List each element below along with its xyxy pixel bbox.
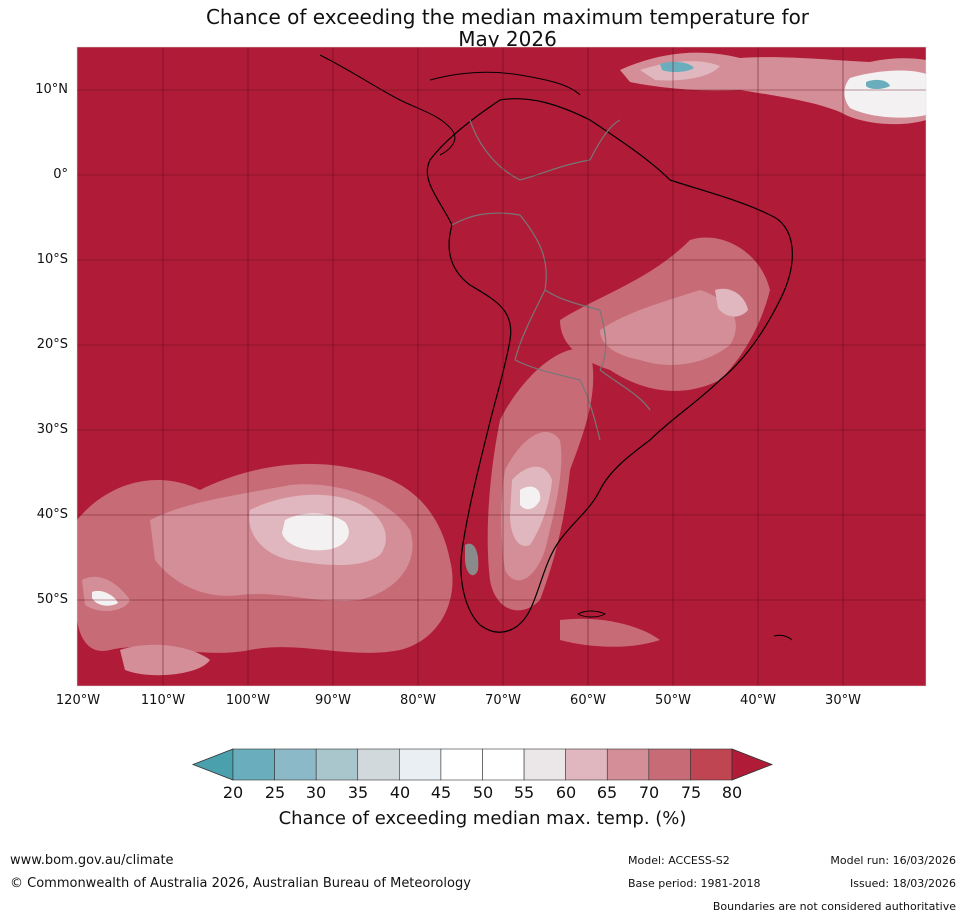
anomaly-region-atlantic-blue-1 xyxy=(660,61,694,73)
lat-label-0: 0° xyxy=(53,167,68,182)
colorbar-segment xyxy=(315,748,359,781)
anomaly-region-pacific-southeast xyxy=(560,618,660,647)
anomaly-region-pacific-west-white xyxy=(92,590,118,606)
footer-issued: Issued: 18/03/2026 xyxy=(849,877,956,890)
lat-label-20s: 20°S xyxy=(36,337,68,352)
lon-label-100w: 100°W xyxy=(225,693,271,708)
colorbar-tick-60: 60 xyxy=(555,783,577,802)
colorbar-segment xyxy=(648,748,691,781)
anomaly-region-pacific-white xyxy=(282,513,349,551)
lat-label-50s: 50°S xyxy=(36,592,68,607)
graticule xyxy=(77,47,926,686)
map-title-line1: Chance of exceeding the median maximum t… xyxy=(205,5,810,29)
lat-label-30s: 30°S xyxy=(36,422,68,437)
anomaly-region-brazil-pale xyxy=(715,288,748,317)
colorbar-tick-70: 70 xyxy=(638,783,660,802)
lon-label-30w: 30°W xyxy=(825,693,861,708)
lon-label-90w: 90°W xyxy=(315,693,351,708)
colorbar-tick-20: 20 xyxy=(222,783,244,802)
colorbar-extend-high xyxy=(731,748,774,781)
footer-model: Model: ACCESS-S2 xyxy=(628,854,730,867)
anomaly-region-brazil-inner xyxy=(600,290,736,365)
footer-disclaimer: Boundaries are not considered authoritat… xyxy=(712,900,956,913)
anomaly-region-atlantic-north-white xyxy=(844,70,926,118)
country-boundaries xyxy=(451,119,651,441)
lat-label-40s: 40°S xyxy=(36,507,68,522)
colorbar-tick-65: 65 xyxy=(596,783,618,802)
colorbar-segment xyxy=(523,748,566,781)
lon-label-110w: 110°W xyxy=(140,693,186,708)
footer-website: www.bom.gov.au/climate xyxy=(10,853,174,868)
colorbar-tick-30: 30 xyxy=(305,783,327,802)
lon-label-60w: 60°W xyxy=(570,693,606,708)
anomaly-region-argentina-white xyxy=(520,486,541,510)
lon-label-70w: 70°W xyxy=(485,693,521,708)
lon-label-40w: 40°W xyxy=(740,693,776,708)
lon-label-120w: 120°W xyxy=(55,693,101,708)
lat-label-10n: 10°N xyxy=(35,82,68,97)
anomaly-region-pacific-southwest xyxy=(120,644,210,676)
south-georgia xyxy=(773,634,793,641)
lon-label-80w: 80°W xyxy=(400,693,436,708)
anomaly-region-atlantic-blue-2 xyxy=(866,79,890,89)
lat-label-10s: 10°S xyxy=(36,252,68,267)
colorbar-tick-50: 50 xyxy=(472,783,494,802)
anomaly-region-grey-patch xyxy=(465,543,479,576)
colorbar-segment xyxy=(606,748,650,781)
falkland-islands xyxy=(576,610,607,618)
colorbar-segment xyxy=(440,748,483,781)
colorbar-tick-40: 40 xyxy=(389,783,411,802)
colorbar-segment xyxy=(690,748,733,781)
footer-model-run: Model run: 16/03/2026 xyxy=(830,854,956,867)
colorbar-label: Chance of exceeding median max. temp. (%… xyxy=(278,808,687,829)
colorbar-segment xyxy=(565,748,608,781)
map-frame xyxy=(76,46,927,687)
footer-copyright: © Commonwealth of Australia 2026, Austra… xyxy=(10,876,471,891)
colorbar-segment xyxy=(232,748,275,781)
colorbar-tick-25: 25 xyxy=(264,783,286,802)
colorbar-tick-75: 75 xyxy=(680,783,702,802)
colorbar-tick-55: 55 xyxy=(513,783,535,802)
caribbean-coastline xyxy=(429,71,581,96)
colorbar-segment xyxy=(482,748,525,781)
colorbar-tick-45: 45 xyxy=(430,783,452,802)
colorbar-segment xyxy=(357,748,400,781)
colorbar-tick-80: 80 xyxy=(721,783,743,802)
colorbar-extend-low xyxy=(191,748,234,781)
footer-base-period: Base period: 1981-2018 xyxy=(628,877,761,890)
lon-label-50w: 50°W xyxy=(655,693,691,708)
colorbar-segment xyxy=(399,748,442,781)
central-america-coastline xyxy=(319,54,456,156)
colorbar-segment xyxy=(274,748,317,781)
map-title-line2: May 2026 xyxy=(458,27,557,51)
colorbar-tick-35: 35 xyxy=(347,783,369,802)
